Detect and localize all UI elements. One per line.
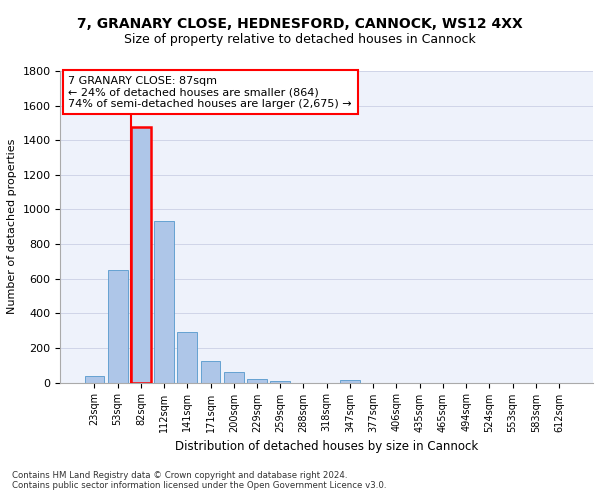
Bar [271,381,290,382]
Bar [178,332,197,382]
Bar [85,376,104,382]
Bar [131,127,151,382]
X-axis label: Distribution of detached houses by size in Cannock: Distribution of detached houses by size … [175,440,478,453]
Text: 7 GRANARY CLOSE: 87sqm
← 24% of detached houses are smaller (864)
74% of semi-de: 7 GRANARY CLOSE: 87sqm ← 24% of detached… [68,76,352,109]
Y-axis label: Number of detached properties: Number of detached properties [7,139,17,314]
Text: Size of property relative to detached houses in Cannock: Size of property relative to detached ho… [124,32,476,46]
Text: Contains HM Land Registry data © Crown copyright and database right 2024.: Contains HM Land Registry data © Crown c… [12,471,347,480]
Bar [340,380,360,382]
Bar [108,270,128,382]
Text: Contains public sector information licensed under the Open Government Licence v3: Contains public sector information licen… [12,481,386,490]
Bar [224,372,244,382]
Bar [154,220,174,382]
Bar [131,127,151,382]
Bar [247,379,267,382]
Bar [200,361,220,382]
Text: 7, GRANARY CLOSE, HEDNESFORD, CANNOCK, WS12 4XX: 7, GRANARY CLOSE, HEDNESFORD, CANNOCK, W… [77,18,523,32]
